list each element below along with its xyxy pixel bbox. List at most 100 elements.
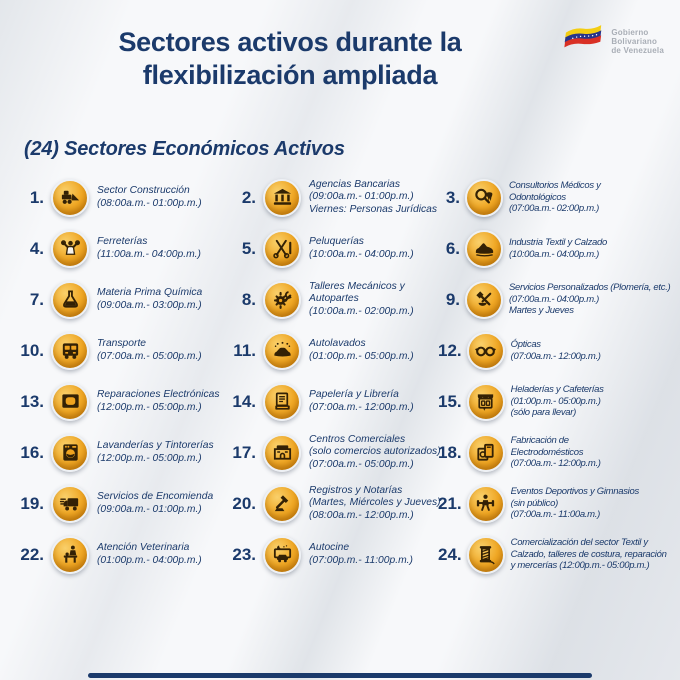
- sector-item: 13. Reparaciones Electrónicas (12:00p.m.…: [14, 376, 226, 427]
- venezuela-flag-icon: [563, 24, 607, 59]
- construction-icon: [51, 178, 89, 217]
- sector-item: 21. Eventos Deportivos y Gimnasios (sin …: [438, 478, 674, 529]
- sector-item: 4. Ferreterías (11:00a.m.- 04:00p.m.): [14, 223, 226, 274]
- sector-line: (07:00a.m.- 05:00p.m.): [309, 458, 414, 470]
- shoe-icon: [465, 229, 503, 268]
- sector-item: 10. Transporte (07:00a.m.- 05:00p.m.): [14, 325, 226, 376]
- sector-number: 10.: [20, 340, 44, 360]
- sector-line: (10:00a.m.- 04:00p.m.): [309, 248, 414, 260]
- sector-item: 12. Ópticas (07:00a.m.- 12:00p.m.): [438, 325, 674, 376]
- sector-line: Calzado, talleres de costura, reparación: [510, 548, 667, 560]
- page-title: Sectores activos durante la flexibilizac…: [60, 26, 520, 92]
- sector-line: Heladerías y Cafeterías: [510, 384, 604, 396]
- sector-line: (09:00a.m.- 03:00p.m.): [97, 299, 202, 311]
- sector-line: (08:00a.m.- 01:00p.m.): [97, 197, 202, 209]
- sector-line: (12:00p.m.- 05:00p.m.): [97, 452, 202, 464]
- kiosk-icon: [466, 382, 505, 421]
- sector-item: 6. Industria Textil y Calzado (10:00a.m.…: [438, 223, 674, 274]
- sector-number: 7.: [29, 289, 44, 309]
- sector-item: 14. Papelería y Librería (07:00a.m.- 12:…: [226, 376, 438, 427]
- sector-number: 2.: [241, 187, 256, 207]
- sector-line: (07:00a.m.- 12:00p.m.): [510, 458, 601, 470]
- sector-line: (07:00a.m.- 02:00p.m.): [509, 203, 600, 215]
- sector-line: Talleres Mecánicos y: [309, 280, 405, 292]
- gym-icon: [466, 484, 505, 523]
- sector-line: Servicios Personalizados (Plomería, etc.…: [509, 282, 671, 294]
- sector-line: (07:00a.m.- 04:00p.m.): [509, 293, 600, 305]
- dental-icon: [465, 178, 503, 217]
- sector-number: 21.: [438, 493, 462, 513]
- sector-number: 14.: [232, 391, 256, 411]
- sector-line: (12:00p.m.- 05:00p.m.): [97, 401, 202, 413]
- sector-line: Papelería y Librería: [309, 389, 399, 400]
- sector-number: 8.: [241, 289, 256, 309]
- sector-line: Industria Textil y Calzado: [509, 237, 607, 248]
- veterinary-icon: [51, 535, 89, 574]
- delivery-truck-icon: [51, 484, 89, 523]
- footer-divider: [88, 673, 592, 678]
- sector-line: Agencias Bancarias: [309, 178, 401, 190]
- sector-number: 4.: [29, 238, 44, 258]
- sector-number: 22.: [20, 544, 44, 564]
- sector-line: Odontológicos: [509, 191, 566, 203]
- sector-item: 18. Fabricación de Electrodomésticos (07…: [438, 427, 674, 478]
- sector-line: Ferreterías: [97, 236, 148, 247]
- sector-line: Consultorios Médicos y: [509, 180, 601, 192]
- sector-line: Comercialización del sector Textil y: [510, 537, 649, 549]
- sector-item: 9. Servicios Personalizados (Plomería, e…: [438, 274, 674, 325]
- sector-line: (01:00p.m.- 04:00p.m.): [97, 554, 202, 566]
- gear-wrench-icon: [263, 280, 301, 319]
- sector-line: (07:00a.m.- 05:00p.m.): [97, 350, 202, 362]
- sector-number: 12.: [438, 340, 462, 360]
- flask-icon: [51, 280, 89, 319]
- sector-number: 15.: [438, 391, 462, 411]
- sector-line: (01:00p.m.- 05:00p.m.): [510, 395, 601, 407]
- sector-item: 20. Registros y Notarías (Martes, Miérco…: [226, 478, 441, 529]
- thread-spool-icon: [466, 535, 505, 574]
- sectors-grid: 1. Sector Construcción (08:00a.m.- 01:00…: [14, 172, 674, 580]
- sector-item: 17. Centros Comerciales (solo comercios …: [226, 427, 441, 478]
- bank-icon: [263, 178, 301, 217]
- sector-item: 2. Agencias Bancarias (09:00a.m.- 01:00p…: [226, 172, 438, 223]
- sector-item: 7. Materia Prima Química (09:00a.m.- 03:…: [14, 274, 226, 325]
- sector-line: Autolavados: [309, 338, 366, 349]
- sector-number: 9.: [445, 289, 460, 309]
- sector-line: (09:00a.m.- 01:00p.m.): [309, 191, 414, 203]
- monitor-icon: [51, 382, 89, 421]
- sector-line: Materia Prima Química: [97, 287, 203, 298]
- scissors-icon: [263, 229, 301, 268]
- sector-line: Fabricación de: [510, 435, 569, 447]
- sector-item: 22. Atención Veterinaria (01:00p.m.- 04:…: [14, 529, 226, 580]
- logo-text-line: Bolivariano: [611, 37, 658, 46]
- sector-item: 3. Consultorios Médicos y Odontológicos …: [438, 172, 674, 223]
- sector-number: 11.: [233, 340, 256, 360]
- bus-icon: [51, 331, 89, 370]
- glasses-icon: [466, 331, 505, 370]
- sector-item: 24. Comercialización del sector Textil y…: [438, 529, 674, 580]
- sector-line: Peluquerías: [309, 236, 364, 247]
- sector-line: (07:00a.m.- 12:00p.m.): [309, 401, 414, 413]
- sector-line: (Martes, Miércoles y Jueves): [309, 497, 441, 509]
- sector-line: Eventos Deportivos y Gimnasios: [510, 486, 640, 498]
- sector-item: 15. Heladerías y Cafeterías (01:00p.m.- …: [438, 376, 674, 427]
- appliance-icon: [466, 433, 505, 472]
- sector-item: 11. Autolavados (01:00p.m.- 05:00p.m.): [226, 325, 438, 376]
- sector-number: 1.: [29, 187, 44, 207]
- sector-number: 23.: [232, 544, 256, 564]
- sector-line: y mercerías (12:00p.m.- 05:00p.m.): [510, 560, 650, 572]
- sector-number: 19.: [20, 493, 44, 513]
- sector-line: Lavanderías y Tintorerías: [97, 440, 214, 451]
- sector-line: Electrodomésticos: [510, 446, 584, 458]
- sector-number: 18.: [438, 442, 462, 462]
- stationery-icon: [263, 382, 301, 421]
- sector-line: Transporte: [97, 338, 147, 349]
- sector-line: (solo comercios autorizados): [309, 446, 441, 458]
- sector-line: Martes y Jueves: [509, 305, 574, 317]
- washer-icon: [51, 433, 89, 472]
- sector-number: 6.: [445, 238, 460, 258]
- sector-line: Ópticas: [510, 339, 541, 350]
- sector-line: (07:00a.m.- 11:00a.m.): [510, 509, 601, 521]
- logo-text-line: de Venezuela: [611, 46, 664, 55]
- sector-number: 16.: [20, 442, 44, 462]
